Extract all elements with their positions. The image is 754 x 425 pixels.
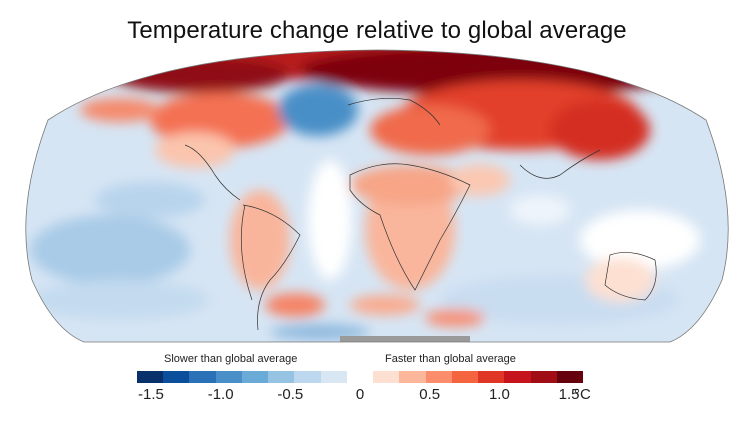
colorbar-swatch bbox=[346, 371, 374, 383]
colorbar-tick-label: 1.0 bbox=[488, 386, 510, 403]
legend-slower-label: Slower than global average bbox=[164, 353, 298, 365]
colorbar-swatch bbox=[556, 371, 583, 383]
indian-ocean-neutral bbox=[510, 195, 570, 225]
colorbar-tick-label: 0.5 bbox=[419, 386, 441, 403]
map-border bbox=[25, 49, 729, 343]
pacific-far-south-region bbox=[30, 280, 210, 320]
colorbar bbox=[137, 371, 583, 383]
colorbar-tick-label: 0 bbox=[355, 386, 365, 403]
alaska-region bbox=[80, 98, 160, 122]
colorbar-swatch bbox=[294, 371, 321, 383]
colorbar-swatch bbox=[241, 371, 269, 383]
colorbar-swatch bbox=[399, 371, 426, 383]
australia-coast bbox=[604, 252, 657, 301]
colorbar-tick-label: -0.5 bbox=[277, 386, 304, 403]
colorbar-swatch bbox=[163, 371, 190, 383]
canada-arctic-region bbox=[110, 57, 290, 93]
pacific-central-region bbox=[95, 182, 205, 218]
colorbar-swatch bbox=[320, 371, 347, 383]
europe-coast bbox=[347, 98, 441, 126]
antarctica-no-data bbox=[340, 336, 470, 342]
arabia-region bbox=[450, 164, 510, 196]
asia-south-coast bbox=[519, 149, 601, 179]
africa-coast bbox=[349, 163, 471, 291]
south-america-region bbox=[230, 190, 290, 290]
colorbar-swatch bbox=[137, 371, 164, 383]
australia-region bbox=[585, 258, 655, 302]
colorbar-tick-label: 1.5 bbox=[558, 386, 580, 403]
colorbar-swatch bbox=[504, 371, 531, 383]
colorbar-swatch bbox=[268, 371, 295, 383]
colorbar-swatch bbox=[425, 371, 452, 383]
chart-title: Temperature change relative to global av… bbox=[127, 17, 627, 44]
colorbar-swatch bbox=[478, 371, 505, 383]
east-asia-region bbox=[550, 100, 650, 160]
colorbar-tick-label: -1.5 bbox=[138, 386, 164, 403]
colorbar-swatch bbox=[530, 371, 557, 383]
north-atlantic-cold-blob bbox=[278, 84, 358, 136]
southern-ocean-warm-patch bbox=[425, 309, 485, 327]
south-atlantic-warm-patch bbox=[265, 293, 325, 317]
europe-region bbox=[370, 105, 490, 155]
colorbar-swatch bbox=[373, 371, 400, 383]
legend-faster-label: Faster than global average bbox=[385, 353, 516, 365]
south-atlantic-warm-patch-2 bbox=[350, 295, 420, 315]
pacific-west-neutral bbox=[580, 210, 700, 270]
unit-label: °C bbox=[574, 386, 591, 403]
south-america-west-coast bbox=[240, 204, 253, 301]
coastlines bbox=[184, 98, 657, 331]
colorbar-swatch bbox=[189, 371, 216, 383]
colorbar-tick-label: -1.0 bbox=[207, 386, 234, 403]
sahara-region bbox=[350, 165, 470, 205]
colorbar-swatch bbox=[451, 371, 479, 383]
colorbar-swatch bbox=[215, 371, 242, 383]
south-america-coast bbox=[242, 204, 301, 331]
usa-region bbox=[155, 132, 235, 168]
pacific-south-region bbox=[30, 215, 190, 285]
north-america-coast bbox=[184, 144, 241, 201]
atlantic-south-neutral bbox=[308, 160, 352, 280]
